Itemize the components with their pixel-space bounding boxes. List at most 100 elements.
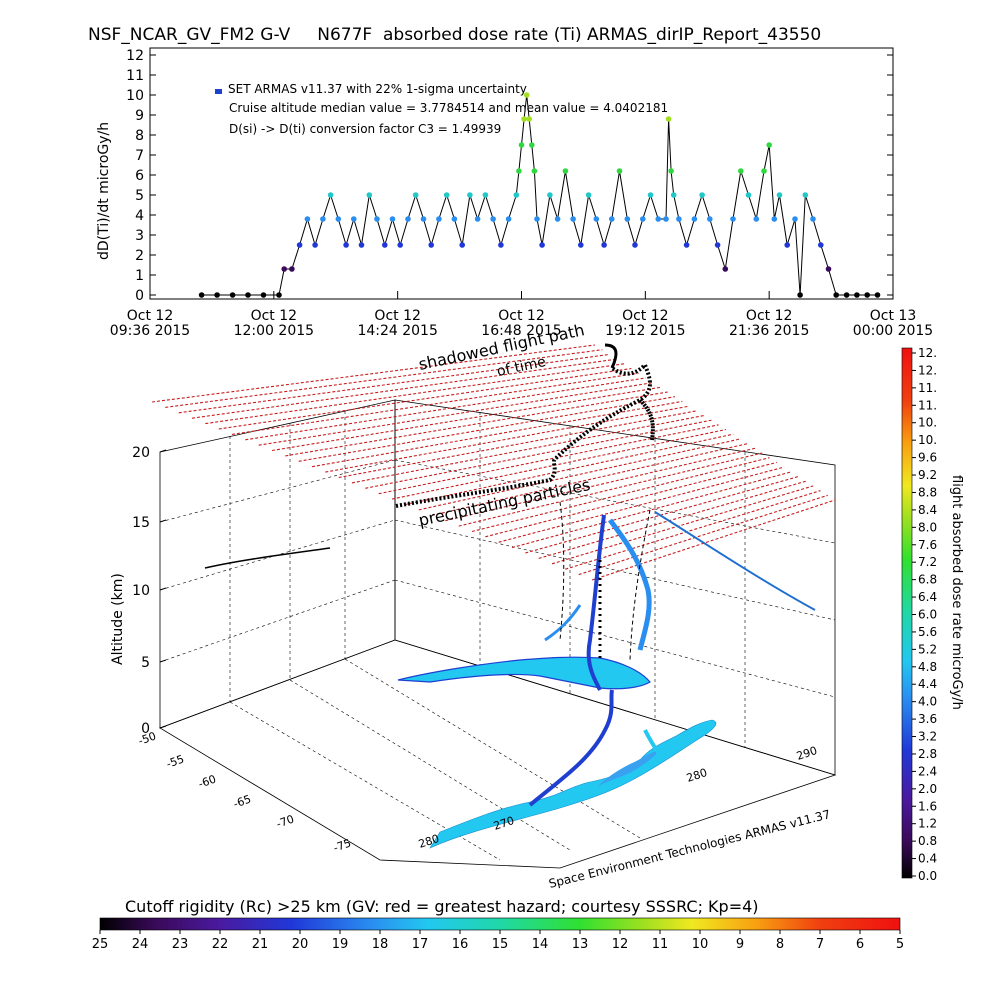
altitude-tick-label: 10 xyxy=(132,583,150,599)
y-tick-label: 5 xyxy=(135,188,144,204)
x-tick-time: 14:24 2015 xyxy=(357,323,437,339)
top-y-axis-label: dD(Ti)/dt microGy/h xyxy=(96,122,112,260)
dose-rate-point xyxy=(539,242,545,248)
dose-rate-point xyxy=(474,216,481,222)
3d-axes-box xyxy=(159,399,837,869)
dose-colorbar-tick-label: 3.6 xyxy=(918,712,937,726)
longitude-tick-label: 280 xyxy=(417,832,441,851)
altitude-tick-mark xyxy=(159,659,167,663)
dose-rate-point xyxy=(516,168,522,174)
dose-rate-point xyxy=(443,192,450,198)
dose-rate-point xyxy=(467,192,473,198)
dose-rate-point xyxy=(366,192,373,198)
dose-rate-point xyxy=(578,242,584,248)
x-tick-date: Oct 12 xyxy=(746,308,792,324)
dose-rate-point xyxy=(296,242,303,248)
sheet-line xyxy=(578,494,828,576)
dose-rate-point xyxy=(745,192,752,198)
dose-rate-point xyxy=(665,116,672,122)
dose-rate-point xyxy=(691,216,698,222)
dose-colorbar-tick-label: 12. xyxy=(918,346,937,360)
legend-line-2: Cruise altitude median value = 3.7784514… xyxy=(229,101,668,115)
dose-rate-point xyxy=(382,242,388,248)
dose-colorbar-tick-label: 6.8 xyxy=(918,573,937,587)
dose-rate-line xyxy=(201,94,878,296)
dose-rate-point xyxy=(518,142,525,148)
dose-rate-point xyxy=(585,192,592,198)
dose-colorbar-tick-label: 2.0 xyxy=(918,782,937,796)
dose-rate-point xyxy=(616,168,623,174)
page-title: NSF_NCAR_GV_FM2 G-V N677F absorbed dose … xyxy=(88,25,821,45)
dose-colorbar-tick-label: 9.2 xyxy=(918,468,937,482)
sheet-line xyxy=(458,452,763,527)
altitude-tick-label: 20 xyxy=(132,445,150,461)
dose-rate-point xyxy=(854,292,860,298)
dose-rate-point xyxy=(792,216,798,222)
rigidity-colorbar-tick-label: 20 xyxy=(292,937,309,952)
dose-rate-point xyxy=(459,242,466,248)
altitude-tick-mark xyxy=(159,725,167,729)
sheet-line xyxy=(338,410,697,479)
y-tick-label: 3 xyxy=(135,228,144,244)
rigidity-colorbar-tick-label: 23 xyxy=(172,937,189,952)
sheet-line xyxy=(511,471,792,549)
dose-rate-point xyxy=(707,216,713,222)
dose-rate-point xyxy=(562,168,569,174)
dose-rate-point xyxy=(547,192,553,198)
rigidity-colorbar-tick-label: 22 xyxy=(212,937,229,952)
dose-rate-point xyxy=(358,242,365,248)
x-tick-date: Oct 12 xyxy=(622,308,668,324)
sheet-line xyxy=(178,353,610,414)
rigidity-colorbar-tick-label: 24 xyxy=(132,937,149,952)
x-tick-date: Oct 13 xyxy=(870,308,916,324)
latitude-tick-label: -50 xyxy=(137,729,158,747)
dose-rate-point xyxy=(670,192,677,198)
dose-rate-point xyxy=(874,292,881,298)
sheet-line xyxy=(245,377,646,441)
dose-colorbar-tick-label: 7.2 xyxy=(918,555,937,569)
x-tick-time: 19:12 2015 xyxy=(605,323,685,339)
x-tick-date: Oct 12 xyxy=(127,308,173,324)
rigidity-colorbar-tick-label: 12 xyxy=(612,937,629,952)
dose-rate-point xyxy=(797,292,803,298)
dose-rate-point xyxy=(490,216,496,222)
rigidity-colorbar-tick-label: 11 xyxy=(652,937,669,952)
dose-colorbar-tick-label: 4.4 xyxy=(918,677,937,691)
dose-rate-point xyxy=(428,242,435,248)
dose-colorbar-tick-label: 4.8 xyxy=(918,660,937,674)
y-tick-label: 6 xyxy=(135,168,144,184)
sheet-line xyxy=(165,349,603,408)
dose-rate-point xyxy=(260,292,267,298)
y-tick-label: 9 xyxy=(135,108,144,124)
legend-line-3: D(si) -> D(ti) conversion factor C3 = 1.… xyxy=(229,122,501,136)
footer-credit: Space Environment Technologies ARMAS v11… xyxy=(547,807,831,891)
sheet-line xyxy=(231,372,639,435)
sheet-line xyxy=(538,480,807,559)
dose-rate-point xyxy=(198,292,205,298)
dose-colorbar-tick-label: 1.6 xyxy=(918,799,937,813)
dose-rate-point xyxy=(513,192,520,198)
dose-rate-point xyxy=(281,266,288,272)
y-tick-label: 8 xyxy=(135,128,144,144)
longitude-axis: 280 270 280 290 xyxy=(417,744,819,851)
dose-rate-point xyxy=(405,216,411,222)
latitude-tick-label: -60 xyxy=(197,772,218,790)
dose-rate-point xyxy=(436,216,442,222)
precipitating-particles-sheet xyxy=(151,344,836,581)
sheet-line xyxy=(191,358,617,419)
sheet-line xyxy=(365,419,712,489)
sheet-line xyxy=(525,475,799,554)
longitude-tick-label: 290 xyxy=(795,744,819,763)
rigidity-colorbar-tick-label: 7 xyxy=(816,937,824,952)
rigidity-colorbar-tick-label: 5 xyxy=(896,937,904,952)
dose-colorbar-tick-label: 0.0 xyxy=(918,869,937,883)
x-tick-time: 12:00 2015 xyxy=(234,323,314,339)
flight-path-3d xyxy=(204,343,816,807)
longitude-tick-label: 280 xyxy=(685,766,709,785)
dose-colorbar-tick-label: 3.2 xyxy=(918,730,937,744)
dose-rate-point xyxy=(526,116,532,122)
sheet-line xyxy=(391,428,727,500)
y-tick-label: 1 xyxy=(135,268,144,284)
